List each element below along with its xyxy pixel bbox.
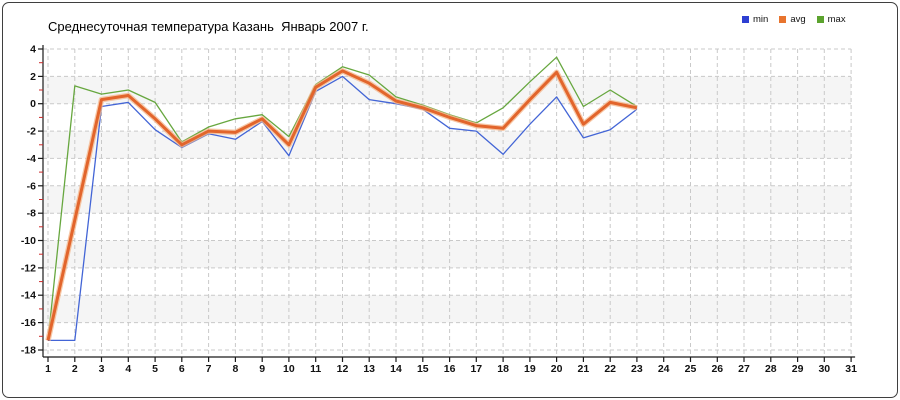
svg-text:25: 25	[685, 363, 697, 375]
svg-text:-8: -8	[27, 208, 36, 220]
svg-text:29: 29	[792, 363, 804, 375]
svg-text:24: 24	[658, 363, 670, 375]
svg-text:4: 4	[30, 44, 36, 56]
legend-label-avg: avg	[790, 14, 806, 25]
svg-text:5: 5	[152, 363, 158, 375]
svg-text:21: 21	[578, 363, 590, 375]
svg-text:-16: -16	[21, 317, 36, 329]
svg-text:15: 15	[417, 363, 429, 375]
svg-text:-10: -10	[21, 235, 36, 247]
svg-text:16: 16	[444, 363, 456, 375]
series-avg-line	[46, 69, 638, 341]
legend-item-avg: avg	[779, 14, 806, 25]
plot-bands	[43, 76, 852, 323]
svg-text:1: 1	[45, 363, 51, 375]
svg-text:-2: -2	[27, 126, 36, 138]
svg-text:31: 31	[845, 363, 857, 375]
y-axis-ticks-labels: 4 2 0 -2 -4 -6 -8 -10 -12 -14 -16 -18	[21, 44, 43, 357]
svg-text:27: 27	[738, 363, 750, 375]
legend-swatch-min-icon	[742, 16, 749, 23]
svg-text:-12: -12	[21, 262, 36, 274]
legend-swatch-max-icon	[816, 16, 824, 23]
legend-swatch-avg-icon	[779, 16, 787, 23]
legend-item-min: min	[742, 14, 768, 25]
svg-text:7: 7	[206, 363, 212, 375]
svg-text:4: 4	[125, 363, 131, 375]
svg-text:10: 10	[283, 363, 295, 375]
svg-text:13: 13	[363, 363, 375, 375]
svg-text:2: 2	[72, 363, 78, 375]
svg-text:-4: -4	[27, 153, 36, 165]
svg-text:3: 3	[99, 363, 105, 375]
legend-label-min: min	[753, 14, 769, 25]
series-max-line	[47, 56, 638, 341]
svg-text:6: 6	[179, 363, 185, 375]
svg-text:0: 0	[30, 98, 36, 110]
chart-title: Среднесуточная температура Казань Январь…	[48, 19, 369, 34]
svg-text:12: 12	[337, 363, 349, 375]
svg-text:20: 20	[551, 363, 563, 375]
svg-text:-6: -6	[27, 180, 36, 192]
svg-text:-18: -18	[21, 345, 36, 357]
svg-text:17: 17	[470, 363, 482, 375]
svg-text:11: 11	[310, 363, 321, 375]
svg-text:14: 14	[390, 363, 402, 375]
svg-text:18: 18	[497, 363, 509, 375]
horizontal-gridlines	[43, 48, 852, 351]
svg-text:23: 23	[631, 363, 643, 375]
legend-label-max: max	[827, 14, 846, 25]
svg-text:-14: -14	[21, 290, 36, 302]
series-min-line	[48, 75, 638, 342]
x-axis-ticks-labels: 1 2 3 4 5 6 7 8 9 10 11 12 13 14 15 16 17 18 19 20 21 22 23 24 2…	[45, 357, 857, 375]
svg-text:8: 8	[232, 363, 238, 375]
svg-text:22: 22	[604, 363, 616, 375]
legend: min avg max	[742, 14, 846, 25]
svg-text:19: 19	[524, 363, 536, 375]
svg-text:9: 9	[259, 363, 265, 375]
vertical-gridlines	[47, 49, 852, 357]
legend-item-max: max	[816, 14, 846, 25]
svg-text:28: 28	[765, 363, 777, 375]
svg-text:2: 2	[30, 71, 36, 83]
svg-text:26: 26	[711, 363, 723, 375]
svg-text:30: 30	[818, 363, 830, 375]
